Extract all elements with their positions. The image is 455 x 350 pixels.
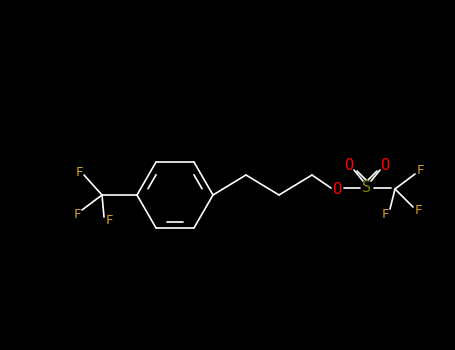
Text: O: O [380, 158, 389, 173]
Text: F: F [105, 215, 113, 228]
Text: F: F [416, 164, 424, 177]
Text: O: O [344, 158, 354, 173]
Text: S: S [363, 180, 372, 195]
Text: F: F [414, 204, 422, 217]
Text: F: F [73, 208, 81, 220]
Text: F: F [381, 208, 389, 220]
Text: O: O [333, 182, 342, 197]
Text: F: F [75, 166, 83, 178]
